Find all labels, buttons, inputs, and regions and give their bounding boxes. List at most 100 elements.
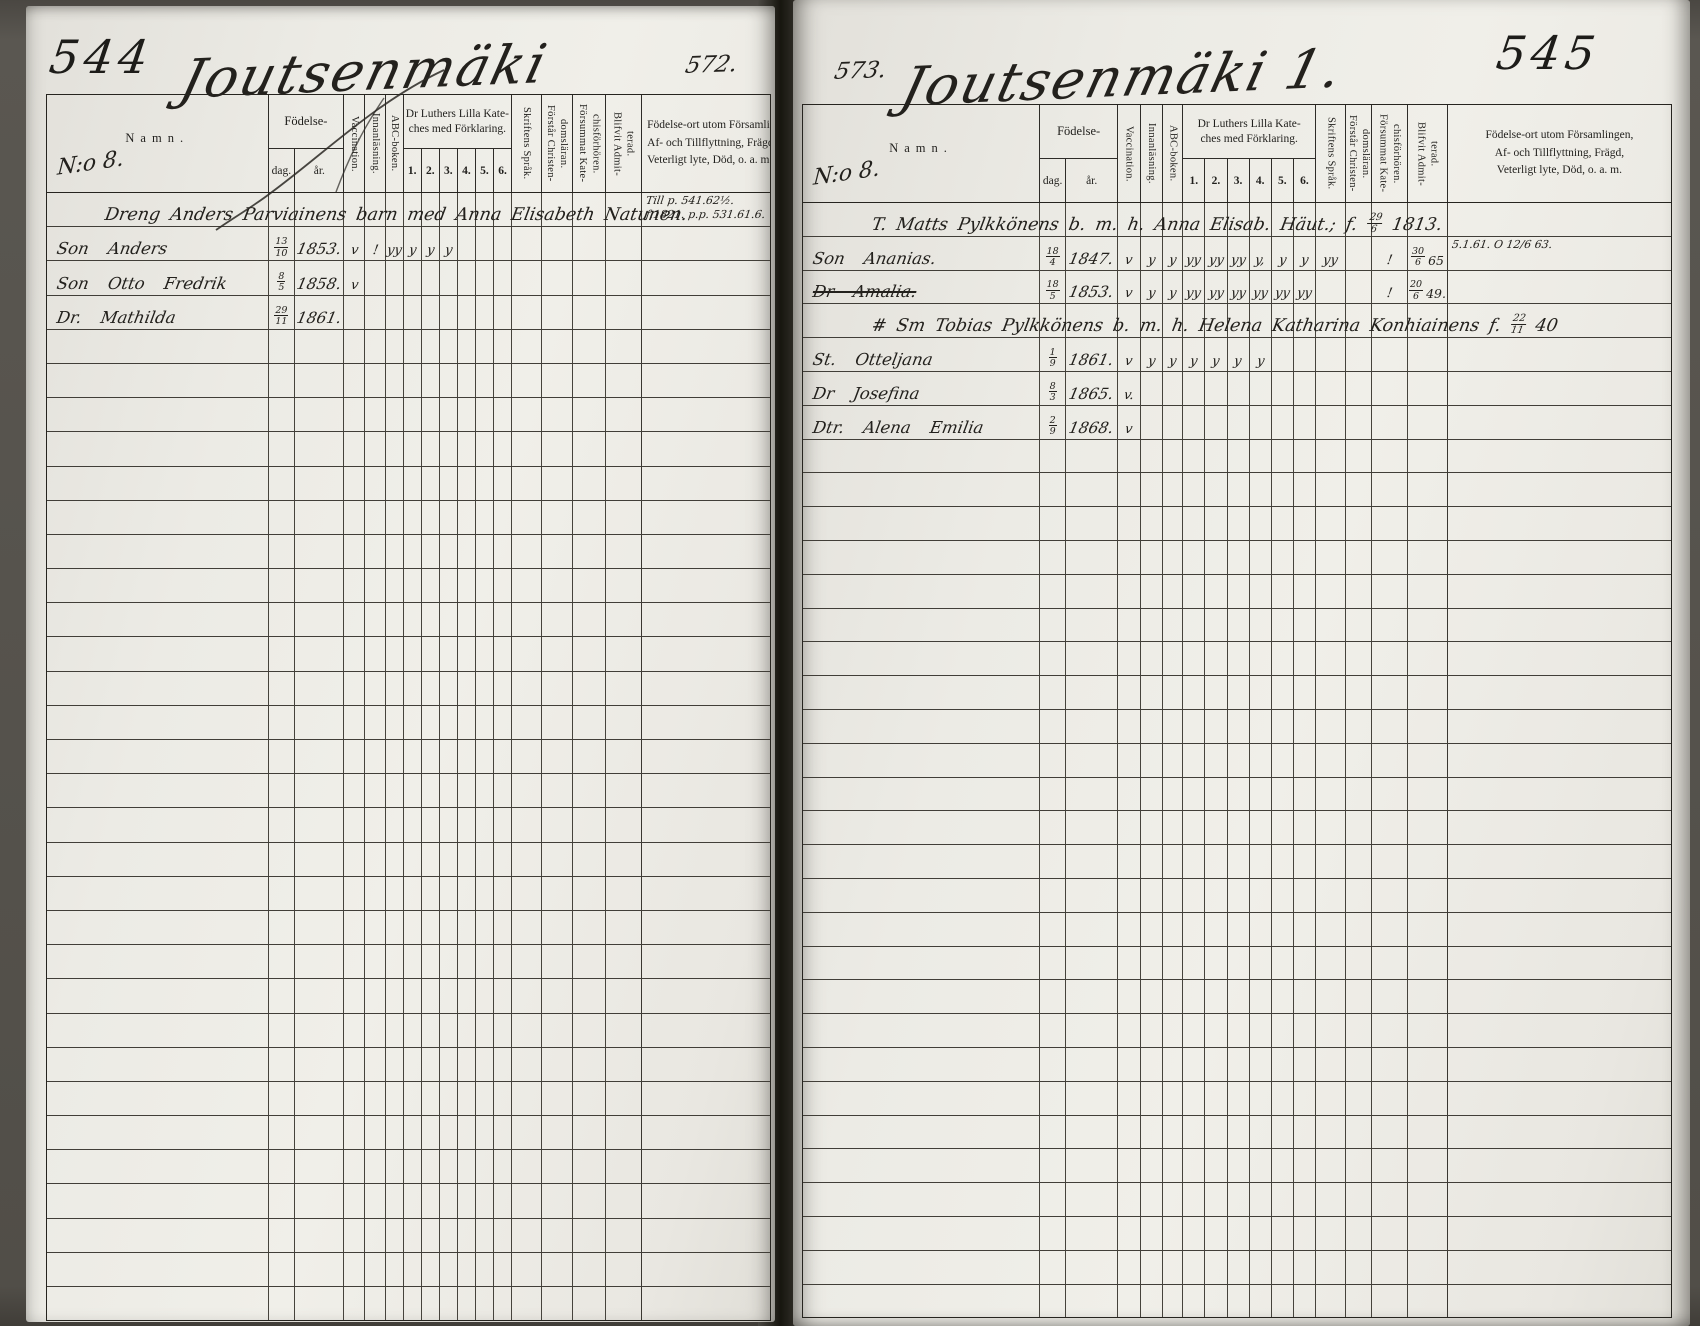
mark-cell-innanlasning xyxy=(364,876,385,910)
mark-cell-kateches-6 xyxy=(492,1081,511,1116)
mark-cell-vaccination: v xyxy=(1117,270,1140,304)
fraction-denominator: 9 xyxy=(1049,358,1056,370)
mark-cell-kateches-5 xyxy=(1270,743,1293,777)
note-cell xyxy=(1446,371,1671,405)
mark-cell-kateches-1 xyxy=(1182,608,1204,642)
birth-day-cell xyxy=(267,705,295,739)
mark-cell-skriftens-sprak xyxy=(1315,1047,1345,1081)
word: Dreng xyxy=(103,205,162,226)
date-fraction: 30 6 xyxy=(1410,245,1426,268)
table-row xyxy=(803,777,1671,812)
mark-cell-forstar xyxy=(540,432,573,466)
mark-cell-forsummat xyxy=(572,1150,605,1184)
mark-cell-kateches-5 xyxy=(474,1150,493,1184)
person-name: Son Ananias. xyxy=(811,248,938,268)
admitted-cell xyxy=(1407,1216,1447,1250)
mark-cell-skriftens-sprak: yy xyxy=(1315,236,1345,270)
mark-cell-kateches-3 xyxy=(1226,642,1249,676)
mark-cell-kateches-4 xyxy=(456,1047,475,1081)
examination-mark: y xyxy=(425,243,436,259)
mark-cell-forstar xyxy=(540,842,573,876)
mark-cell-kateches-3 xyxy=(438,808,457,842)
mark-cell-forsummat xyxy=(1371,912,1407,946)
table-row: Son Anders 13 10 1853. v! yy y y y xyxy=(47,227,770,262)
table-row xyxy=(803,1149,1671,1184)
mark-cell-skriftens-sprak xyxy=(511,705,541,739)
mark-cell-kateches-3 xyxy=(438,876,457,910)
handwritten-span-entry: T. Matts Pylkkönens b. m. h. Anna Elisab. Häut.;… xyxy=(870,212,1444,235)
mark-cell-kateches-6 xyxy=(492,1116,511,1150)
word: h. xyxy=(1126,214,1147,235)
mark-cell-skriftens-sprak xyxy=(511,945,541,979)
birth-day-cell xyxy=(1039,845,1065,878)
mark-cell-innanlasning xyxy=(1139,371,1163,405)
admitted-cell xyxy=(1407,405,1447,439)
admitted-cell xyxy=(1407,878,1447,912)
mark-cell-skriftens-sprak xyxy=(1315,676,1345,709)
note-cell xyxy=(641,876,770,910)
mark-cell-kateches-1 xyxy=(402,945,421,979)
mark-cell-kateches-1 xyxy=(1182,473,1204,507)
admitted-header: Blifvit Admit-terad. xyxy=(1407,105,1447,202)
fraction-numerator: 30 xyxy=(1410,245,1426,258)
catechism-col-5: 5. xyxy=(1270,159,1293,202)
table-row xyxy=(47,432,770,467)
name-cell xyxy=(803,1014,1039,1047)
word: b. xyxy=(1111,316,1133,337)
mark-cell-kateches-6 xyxy=(1292,676,1315,709)
mark-cell-abc-boken xyxy=(385,945,402,979)
mark-cell-skriftens-sprak xyxy=(1315,1081,1345,1115)
mark-cell-abc-boken xyxy=(1162,1047,1182,1081)
mark-cell-skriftens-sprak xyxy=(1315,270,1345,304)
mark-cell-kateches-1 xyxy=(1182,980,1204,1014)
mark-cell-forsummat xyxy=(572,329,605,363)
mark-cell-kateches-1 xyxy=(1182,304,1204,338)
birth-year-cell xyxy=(294,979,343,1013)
table-row xyxy=(47,671,770,706)
note-cell xyxy=(1446,608,1671,642)
mark-cell-skriftens-sprak xyxy=(511,1013,541,1047)
mark-cell-skriftens-sprak xyxy=(511,295,541,329)
birth-day-cell: 18 4 xyxy=(1039,236,1065,270)
mark-cell-kateches-2 xyxy=(420,261,439,295)
mark-cell-kateches-6 xyxy=(492,534,511,569)
word: m. xyxy=(1094,214,1120,235)
mark-cell-kateches-6 xyxy=(1292,608,1315,642)
mark-cell-kateches-1 xyxy=(1182,743,1204,777)
date-fraction: 20 6 xyxy=(1408,280,1424,301)
mark-cell-skriftens-sprak xyxy=(1315,878,1345,912)
table-row xyxy=(803,811,1671,846)
mark-cell-skriftens-sprak xyxy=(1315,608,1345,642)
mark-cell-kateches-6 xyxy=(492,193,511,227)
name-cell xyxy=(47,877,268,910)
note-cell xyxy=(1446,203,1671,236)
admitted-cell xyxy=(1407,338,1447,371)
mark-cell-forsummat xyxy=(1371,371,1407,405)
mark-cell-innanlasning xyxy=(1139,405,1163,439)
mark-cell-kateches-3 xyxy=(438,500,457,534)
mark-cell-forsummat xyxy=(572,1287,605,1321)
birth-day-cell xyxy=(267,740,295,774)
mark-cell-kateches-3 xyxy=(438,1047,457,1081)
mark-cell-skriftens-sprak xyxy=(511,227,541,261)
mark-cell-abc-boken: y xyxy=(1162,338,1182,371)
examination-mark: v. xyxy=(1122,387,1136,403)
note-cell xyxy=(641,671,770,705)
note-cell xyxy=(1446,1047,1671,1081)
mark-cell-kateches-1 xyxy=(402,363,421,398)
birth-day-cell xyxy=(1039,1081,1065,1115)
mark-cell-kateches-2 xyxy=(420,1081,439,1116)
mark-cell-forstar xyxy=(1345,743,1371,777)
mark-cell-vaccination xyxy=(343,1184,364,1218)
mark-cell-forsummat xyxy=(572,1116,605,1150)
mark-cell-kateches-5 xyxy=(474,910,493,945)
mark-cell-forstar xyxy=(1345,405,1371,439)
mark-cell-kateches-2 xyxy=(420,876,439,910)
name-cell xyxy=(47,1184,268,1217)
birth-year-cell xyxy=(294,1047,343,1081)
word: Anna xyxy=(453,205,503,226)
birth-year-cell xyxy=(294,1150,343,1184)
mark-cell-kateches-2 xyxy=(1204,540,1226,574)
note-cell xyxy=(1446,1014,1671,1047)
birth-year-cell xyxy=(1065,1250,1117,1284)
